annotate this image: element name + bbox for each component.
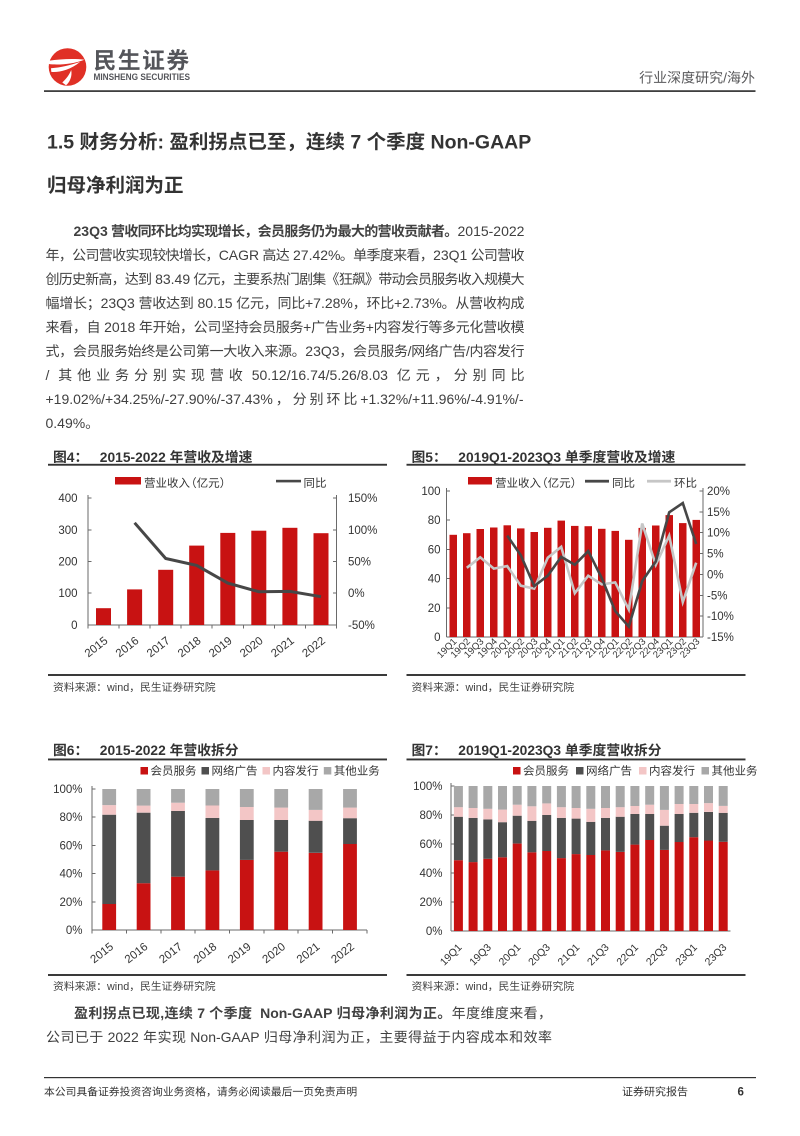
svg-text:Non-GAAP: Non-GAAP <box>431 132 532 154</box>
svg-text:40: 40 <box>428 574 441 586</box>
svg-text:80%: 80% <box>59 812 82 824</box>
svg-text:100: 100 <box>421 486 440 498</box>
svg-text::: : <box>158 132 165 154</box>
svg-text:2018: 2018 <box>104 319 135 335</box>
svg-text:Non-GAAP: Non-GAAP <box>260 1005 332 1021</box>
svg-text:15%: 15% <box>707 507 730 519</box>
svg-text:60%: 60% <box>59 840 82 852</box>
svg-text:2015-2022: 2015-2022 <box>458 223 525 239</box>
svg-text:+: + <box>366 319 374 335</box>
svg-text:23Q1: 23Q1 <box>433 247 467 263</box>
svg-text:200: 200 <box>58 557 77 569</box>
svg-text:27.42%: 27.42% <box>293 247 340 263</box>
svg-text:40%: 40% <box>419 868 442 880</box>
svg-text:0%: 0% <box>707 569 724 581</box>
svg-text:wind: wind <box>106 981 129 993</box>
svg-text:100%: 100% <box>53 784 82 796</box>
svg-text:6: 6 <box>738 1087 744 1099</box>
svg-text:80%: 80% <box>419 810 442 822</box>
svg-text:83.49: 83.49 <box>155 271 190 287</box>
svg-text:80: 80 <box>428 515 441 527</box>
svg-text:/: / <box>466 343 470 359</box>
svg-text:2015-2022: 2015-2022 <box>100 743 166 758</box>
svg-text:23Q3: 23Q3 <box>305 343 339 359</box>
svg-text:2019Q1-2023Q3: 2019Q1-2023Q3 <box>458 743 561 758</box>
svg-text:+: + <box>303 319 311 335</box>
svg-text:+1.32%/+11.96%/-4.91%/-: +1.32%/+11.96%/-4.91%/- <box>360 391 524 407</box>
svg-text:1.5: 1.5 <box>47 132 74 154</box>
svg-text:100%: 100% <box>348 525 377 537</box>
svg-text:5: 5 <box>425 450 433 465</box>
svg-text:+19.02%/+34.25%/-27.90%/-37.43: +19.02%/+34.25%/-27.90%/-37.43% <box>46 391 273 407</box>
svg-text:,: , <box>160 1005 164 1021</box>
svg-text:60: 60 <box>428 544 441 556</box>
svg-text:80.15: 80.15 <box>198 295 233 311</box>
svg-text:0: 0 <box>434 632 440 644</box>
svg-text:+7.28%: +7.28% <box>305 295 353 311</box>
svg-text:23Q3: 23Q3 <box>101 295 135 311</box>
svg-text:5%: 5% <box>707 549 724 561</box>
svg-text:40%: 40% <box>59 869 82 881</box>
svg-text:400: 400 <box>58 493 77 505</box>
svg-text:50%: 50% <box>348 557 371 569</box>
svg-text:6: 6 <box>67 743 75 758</box>
svg-text:4: 4 <box>67 450 75 465</box>
svg-text:300: 300 <box>58 525 77 537</box>
svg-text:20%: 20% <box>419 897 442 909</box>
svg-text:-50%: -50% <box>348 620 375 632</box>
svg-text:0%: 0% <box>66 925 83 937</box>
svg-text:+2.73%: +2.73% <box>394 295 442 311</box>
svg-text:2015-2022: 2015-2022 <box>100 450 166 465</box>
svg-text:7: 7 <box>350 132 361 154</box>
svg-text:2022: 2022 <box>108 1029 139 1045</box>
svg-text:Non-GAAP: Non-GAAP <box>190 1029 259 1045</box>
svg-text:wind: wind <box>465 682 488 694</box>
svg-text:10%: 10% <box>707 528 730 540</box>
svg-text:7: 7 <box>425 743 433 758</box>
svg-text:100%: 100% <box>413 781 442 793</box>
svg-text:0: 0 <box>71 620 77 632</box>
svg-text:wind: wind <box>106 682 129 694</box>
svg-text:wind: wind <box>465 981 488 993</box>
svg-text:0%: 0% <box>348 588 365 600</box>
svg-text:/: / <box>46 367 50 383</box>
svg-text:CAGR: CAGR <box>219 247 259 263</box>
svg-text:60%: 60% <box>419 839 442 851</box>
svg-text:100: 100 <box>58 588 77 600</box>
svg-text:MINSHENG SECURITIES: MINSHENG SECURITIES <box>94 72 191 82</box>
svg-text:20%: 20% <box>707 486 730 498</box>
svg-text:20%: 20% <box>59 897 82 909</box>
svg-text:23Q3: 23Q3 <box>74 223 108 239</box>
svg-text:/: / <box>408 343 412 359</box>
svg-text:-10%: -10% <box>707 611 734 623</box>
svg-text:/: / <box>723 70 727 86</box>
svg-text:150%: 150% <box>348 493 377 505</box>
svg-text:7: 7 <box>197 1005 205 1021</box>
svg-text:2019Q1-2023Q3: 2019Q1-2023Q3 <box>458 450 561 465</box>
svg-text:-15%: -15% <box>707 632 734 644</box>
svg-text:0.49%: 0.49% <box>46 415 86 431</box>
svg-text:-5%: -5% <box>707 590 727 602</box>
svg-text:20: 20 <box>428 603 441 615</box>
svg-text:0%: 0% <box>426 926 443 938</box>
svg-text:50.12/16.74/5.26/8.03: 50.12/16.74/5.26/8.03 <box>252 367 388 383</box>
